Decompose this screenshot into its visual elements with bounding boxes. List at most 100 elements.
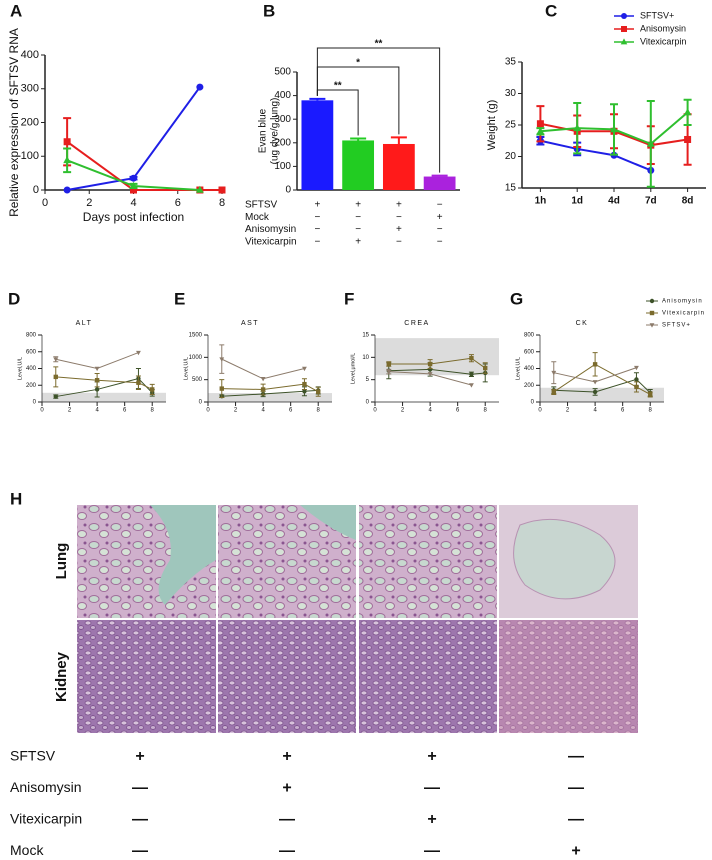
x-tick-label: 4: [95, 408, 99, 414]
treatment-label: SFTSV: [10, 748, 56, 764]
x-tick-label: 8: [219, 197, 225, 209]
significance-label: *: [356, 58, 360, 69]
treatment-mark: +: [135, 748, 144, 765]
treatment-mark: +: [314, 200, 320, 211]
marker: [219, 357, 225, 362]
marker: [196, 185, 204, 193]
marker: [649, 310, 655, 316]
marker: [53, 374, 58, 380]
marker: [130, 174, 137, 182]
treatment-mark: —: [132, 843, 148, 860]
error-bar: [431, 174, 448, 177]
y-axis-label: Weight (g): [486, 100, 498, 151]
x-tick-label: 4: [130, 197, 136, 209]
y-axis-label: Relative expression of SFTSV RNA: [7, 28, 21, 217]
y-axis-label: (ug dye/g lung): [270, 98, 281, 165]
treatment-mark: −: [396, 212, 402, 223]
series-line: [388, 368, 486, 375]
x-tick-label: 4: [593, 408, 597, 414]
error-bar: [350, 137, 367, 141]
x-tick-label: 0: [40, 408, 44, 414]
marker: [683, 108, 692, 116]
y-tick-label: 20: [505, 151, 517, 162]
row-label: Kidney: [53, 651, 70, 702]
kidney-tint: [499, 620, 638, 733]
marker: [302, 366, 307, 372]
marker: [551, 370, 557, 376]
x-tick-label: 6: [289, 408, 293, 414]
treatment-label: Anisomysin: [245, 224, 296, 235]
series-line: [66, 140, 222, 191]
x-tick-label: 8: [484, 408, 488, 414]
treatment-mark: —: [132, 811, 148, 828]
legend-label: Anisomysin: [662, 299, 703, 305]
reference-band: [42, 392, 166, 402]
y-tick-label: 500: [274, 67, 291, 78]
x-tick-label: 6: [456, 408, 460, 414]
marker: [621, 26, 627, 32]
y-axis-label: Level,U/L: [17, 357, 23, 380]
series-line: [55, 376, 153, 390]
treatment-mark: −: [314, 212, 320, 223]
vessel: [513, 518, 616, 600]
treatment-mark: +: [427, 811, 436, 828]
panel-letter: F: [344, 289, 354, 308]
error-bar: [390, 136, 407, 144]
x-tick-label: 1d: [571, 196, 583, 207]
x-tick-label: 4d: [608, 196, 620, 207]
chart-title: ALT: [76, 320, 93, 327]
marker: [536, 120, 544, 128]
panel-letter: E: [174, 289, 185, 308]
treatment-label: Vitexicarpin: [245, 237, 297, 248]
treatment-mark: +: [355, 237, 361, 248]
y-axis-label: Evan blue: [258, 108, 269, 153]
treatment-mark: +: [396, 200, 402, 211]
marker: [634, 365, 639, 371]
treatment-mark: —: [424, 843, 440, 860]
treatment-mark: −: [314, 224, 320, 235]
x-tick-label: 1h: [535, 196, 547, 207]
treatment-mark: +: [396, 224, 402, 235]
marker: [592, 362, 598, 367]
x-tick-label: 7d: [645, 196, 657, 207]
marker: [94, 378, 100, 383]
marker: [469, 372, 474, 377]
kidney-image: [218, 620, 356, 733]
treatment-mark: —: [568, 780, 584, 797]
x-tick-label: 8: [151, 408, 155, 414]
legend-label: SFTSV+: [640, 10, 674, 20]
y-tick-label: 15: [362, 333, 369, 339]
treatment-label: Vitexicarpin: [10, 811, 82, 827]
treatment-mark: —: [132, 780, 148, 797]
series-line: [221, 389, 319, 397]
significance-label: **: [334, 81, 342, 92]
y-tick-label: 400: [274, 90, 291, 101]
marker: [592, 380, 598, 385]
y-tick-label: 500: [192, 377, 203, 383]
y-tick-label: 600: [26, 349, 37, 355]
y-tick-label: 400: [524, 366, 535, 372]
marker: [551, 389, 556, 395]
x-tick-label: 2: [68, 408, 72, 414]
panel-letter: A: [10, 1, 22, 20]
marker: [150, 387, 155, 392]
y-tick-label: 0: [366, 400, 370, 406]
marker: [136, 350, 141, 356]
treatment-mark: +: [355, 200, 361, 211]
bar: [342, 140, 375, 190]
treatment-mark: −: [437, 200, 443, 211]
row-label: Lung: [53, 543, 70, 580]
lung-image: [359, 505, 497, 618]
y-tick-label: 200: [274, 137, 291, 148]
marker: [621, 13, 627, 19]
y-tick-label: 5: [366, 377, 370, 383]
marker: [94, 366, 100, 372]
x-tick-label: 2: [86, 197, 92, 209]
y-tick-label: 400: [26, 366, 37, 372]
chart-title: CREA: [404, 320, 429, 327]
x-tick-label: 0: [538, 408, 542, 414]
legend-label: Anisomysin: [640, 23, 686, 33]
x-tick-label: 0: [206, 408, 210, 414]
x-tick-label: 6: [621, 408, 625, 414]
treatment-mark: —: [424, 780, 440, 797]
